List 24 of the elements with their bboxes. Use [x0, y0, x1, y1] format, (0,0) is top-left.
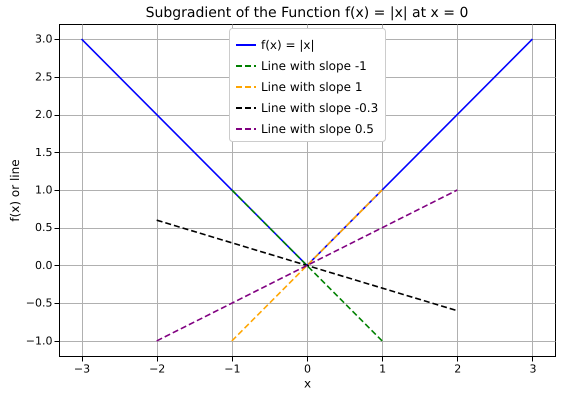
y-tick-label: 3.0 [35, 32, 52, 46]
x-tick-label: 3 [529, 362, 536, 376]
y-tick-label: −1.0 [26, 334, 52, 348]
legend-label: Line with slope -1 [261, 59, 367, 73]
legend-label: Line with slope 0.5 [261, 122, 374, 136]
chart-title: Subgradient of the Function f(x) = |x| at x = 0 [146, 5, 468, 21]
legend-label: Line with slope -0.3 [261, 101, 378, 115]
y-tick-label: 1.0 [35, 184, 52, 196]
legend-label: Line with slope 1 [261, 80, 362, 94]
y-axis-title: f(x) or line [8, 159, 22, 222]
x-tick-label: 2 [454, 362, 462, 376]
y-tick-label: 0.5 [35, 221, 52, 234]
y-tick-label: 0.0 [35, 258, 52, 272]
x-tick-label: −3 [74, 362, 90, 376]
legend-label: f(x) = |x| [261, 38, 315, 52]
x-tick-label: −2 [149, 362, 166, 376]
x-tick-label: −1 [224, 362, 240, 376]
x-tick-label: 0 [304, 362, 311, 376]
y-tick-label: 2.0 [35, 108, 52, 122]
x-axis-title: x [304, 376, 312, 390]
y-tick-label: −0.5 [26, 296, 52, 310]
x-tick-label: 1 [379, 362, 386, 376]
y-tick-label: 1.5 [35, 146, 52, 159]
y-tick-label: 2.5 [35, 70, 52, 84]
